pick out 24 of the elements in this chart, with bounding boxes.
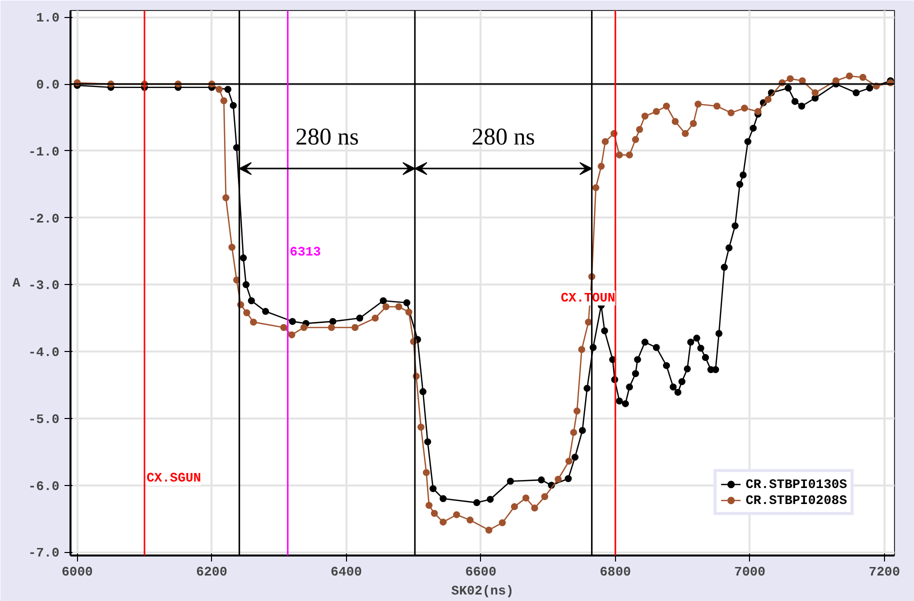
y-tick-label: -7.0 [28, 546, 60, 561]
y-tick-label: -2.0 [28, 211, 60, 226]
x-tick-label: 6400 [330, 564, 362, 580]
ref-line-label: CX.SGUN [146, 470, 202, 486]
y-tick-label: -3.0 [28, 278, 60, 294]
x-tick-label: 7200 [868, 564, 900, 580]
legend-label: CR.STBPI0208S [746, 492, 847, 508]
annotation: 280 ns [472, 124, 536, 151]
x-tick-label: 7000 [734, 564, 766, 580]
x-tick-label: 6200 [196, 564, 228, 580]
y-tick-label: -6.0 [28, 478, 60, 494]
ref-line-label: 6313 [290, 244, 322, 260]
x-axis-title: SK02(ns) [451, 584, 514, 598]
y-tick-label: -1.0 [28, 144, 60, 160]
y-axis-title: A [12, 276, 20, 290]
x-tick-label: 6600 [465, 564, 497, 580]
y-tick-label: 1.0 [36, 10, 60, 26]
x-tick-label: 6000 [62, 564, 94, 580]
annotation: 280 ns [295, 124, 359, 151]
y-tick-label: -4.0 [28, 345, 60, 360]
legend-label: CR.STBPI0130S [746, 476, 847, 492]
y-tick-label: -5.0 [28, 412, 60, 427]
x-tick-label: 6800 [600, 564, 632, 580]
y-tick-label: 0.0 [36, 78, 60, 93]
